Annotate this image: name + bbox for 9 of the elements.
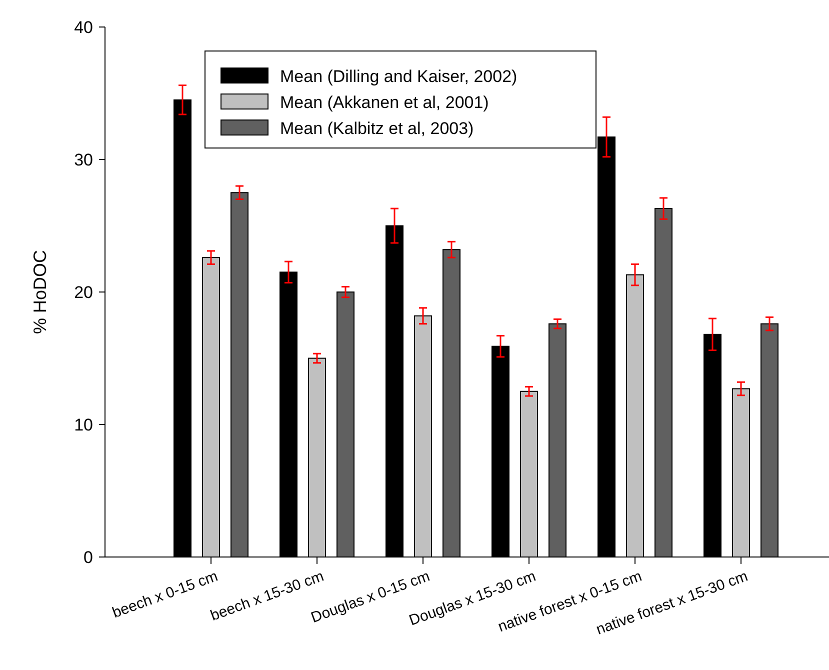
legend-label: Mean (Kalbitz et al, 2003) <box>280 118 474 138</box>
y-tick-label: 30 <box>74 150 93 170</box>
legend-label: Mean (Akkanen et al, 2001) <box>280 92 489 112</box>
y-tick-label: 20 <box>74 282 93 302</box>
y-tick-label: 0 <box>84 548 93 567</box>
legend-label: Mean (Dilling and Kaiser, 2002) <box>280 66 518 86</box>
y-tick-label: 40 <box>74 18 93 37</box>
y-axis-title: % HoDOC <box>30 250 50 334</box>
y-tick-label: 10 <box>74 415 93 434</box>
